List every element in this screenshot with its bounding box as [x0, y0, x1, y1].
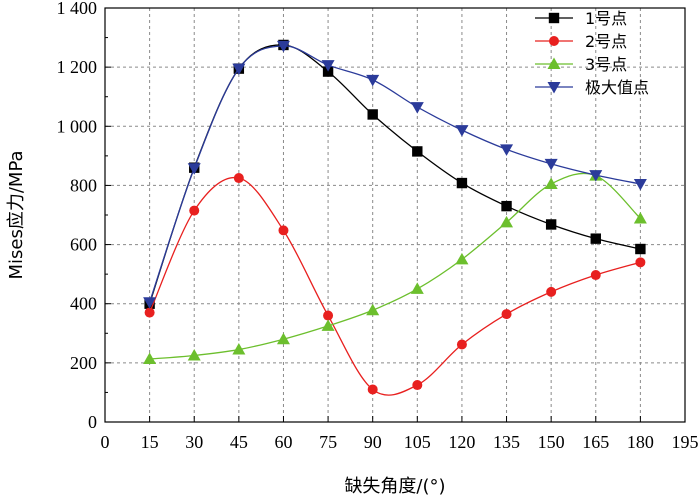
data-point — [456, 339, 467, 350]
data-point — [590, 233, 601, 244]
x-tick-label: 105 — [404, 432, 431, 452]
data-point — [321, 60, 335, 72]
y-axis-ticks: 0 200 400 600 800 1 000 1 200 1 400 — [57, 0, 111, 432]
data-point — [233, 173, 244, 184]
legend-marker — [548, 12, 560, 24]
x-tick-label: 90 — [364, 432, 382, 452]
data-point — [501, 200, 512, 212]
legend-marker — [547, 57, 561, 69]
x-tick-label: 135 — [493, 432, 520, 452]
data-point — [187, 163, 201, 175]
data-point — [367, 109, 378, 120]
data-point — [635, 243, 646, 255]
legend-marker — [549, 36, 559, 46]
x-axis-label: 缺失角度/(°) — [344, 476, 445, 497]
legend-item: 极大值点 — [535, 78, 649, 97]
series-2 — [144, 173, 646, 396]
data-point — [143, 297, 157, 309]
data-point — [232, 343, 246, 355]
data-point — [635, 257, 646, 268]
y-tick-label: 1 200 — [57, 57, 98, 77]
data-point — [501, 309, 512, 320]
legend-label: 2号点 — [585, 32, 627, 51]
series-line — [149, 172, 641, 360]
data-point — [633, 212, 647, 224]
data-point — [545, 219, 557, 230]
series-line — [148, 45, 641, 303]
data-point — [187, 348, 201, 361]
legend-label: 1号点 — [585, 9, 627, 28]
y-tick-label: 600 — [70, 235, 97, 255]
data-point — [322, 66, 334, 77]
y-tick-label: 200 — [70, 353, 97, 373]
data-point — [412, 146, 423, 157]
y-tick-label: 1 000 — [57, 116, 98, 136]
data-point — [410, 102, 424, 114]
x-tick-label: 180 — [627, 432, 654, 452]
data-point — [544, 177, 558, 189]
data-point — [546, 286, 557, 297]
x-tick-label: 0 — [101, 432, 110, 452]
y-tick-label: 800 — [70, 175, 97, 195]
data-point — [189, 205, 200, 216]
data-point — [500, 144, 514, 156]
x-tick-label: 30 — [185, 432, 203, 452]
data-point — [367, 384, 378, 395]
data-point — [232, 63, 246, 76]
data-point — [410, 282, 424, 294]
series-layer — [143, 39, 647, 396]
data-point — [500, 215, 514, 228]
x-tick-label: 195 — [672, 432, 699, 452]
y-axis-label: Mises应力/MPa — [6, 150, 27, 279]
legend-marker — [547, 82, 561, 94]
x-tick-label: 120 — [448, 432, 475, 452]
legend-item: 3号点 — [535, 55, 627, 74]
data-point — [412, 380, 423, 391]
data-point — [590, 270, 601, 281]
series-1 — [144, 39, 646, 309]
legend-item: 1号点 — [535, 9, 627, 28]
series-line — [148, 44, 641, 304]
legend-label: 极大值点 — [585, 78, 649, 97]
y-tick-label: 400 — [70, 294, 97, 314]
x-tick-label: 75 — [319, 432, 337, 452]
y-tick-label: 1 400 — [57, 0, 98, 18]
data-point — [276, 40, 290, 53]
data-point — [366, 74, 380, 87]
x-tick-label: 60 — [274, 432, 292, 452]
data-point — [321, 319, 335, 331]
data-point — [278, 225, 289, 236]
data-point — [144, 307, 155, 318]
x-axis-ticks: 0 15 30 45 60 75 90 105 120 135 150 165 180 195 — [101, 416, 699, 452]
data-point — [366, 303, 380, 316]
data-point — [456, 177, 468, 189]
legend-item: 2号点 — [535, 32, 627, 51]
data-point — [323, 310, 334, 321]
data-point — [544, 158, 558, 171]
data-point — [633, 178, 647, 191]
data-point — [276, 332, 290, 345]
data-point — [455, 252, 469, 265]
x-tick-label: 165 — [582, 432, 609, 452]
y-tick-label: 0 — [88, 412, 97, 432]
series-4 — [143, 40, 647, 309]
data-point — [143, 352, 157, 365]
data-point — [589, 170, 603, 182]
series-3 — [143, 169, 647, 365]
x-tick-label: 15 — [141, 432, 159, 452]
legend-label: 3号点 — [585, 55, 627, 74]
x-tick-label: 150 — [538, 432, 565, 452]
x-tick-label: 45 — [230, 432, 248, 452]
data-point — [455, 125, 469, 137]
